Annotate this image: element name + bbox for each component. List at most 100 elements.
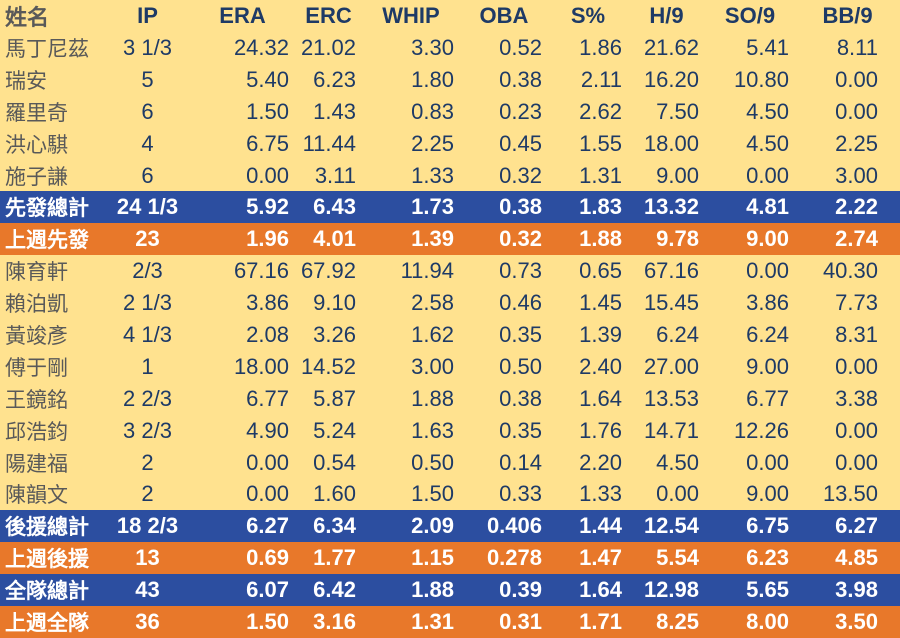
stat-cell-erc: 14.52 — [300, 353, 356, 379]
stat-cell-spct: 2.20 — [579, 449, 622, 475]
stat-cell-era: 6.75 — [246, 130, 289, 156]
name-cell: 瑞安 — [5, 69, 47, 93]
table-row-total: 先發總計 24 1/3 5.92 6.43 1.73 0.38 1.83 13.32 4.81 2… — [0, 191, 900, 224]
stat-cell-ip: 6 — [141, 98, 154, 124]
stat-cell-erc: 5.87 — [313, 385, 356, 411]
stat-cell-whip: 1.80 — [411, 66, 454, 92]
stat-cell-ip: 3 2/3 — [123, 417, 172, 443]
column-header-whip: WHIP — [382, 3, 440, 28]
stat-cell-bb9: 40.30 — [822, 258, 878, 284]
name-cell: 施子謙 — [5, 165, 68, 189]
stat-cell-spct: 1.31 — [579, 162, 622, 188]
stat-cell-erc: 67.92 — [300, 258, 356, 284]
stat-cell-whip: 1.62 — [411, 321, 454, 347]
stat-cell-so9: 6.75 — [746, 513, 789, 539]
stat-cell-oba: 0.32 — [499, 162, 542, 188]
stat-cell-h9: 14.71 — [643, 417, 699, 443]
name-cell: 陳育軒 — [5, 261, 68, 285]
stat-cell-h9: 21.62 — [643, 34, 699, 60]
stat-cell-erc: 1.60 — [313, 481, 356, 507]
stat-cell-erc: 3.16 — [313, 609, 356, 635]
stat-cell-era: 4.90 — [246, 417, 289, 443]
stat-cell-so9: 9.00 — [746, 481, 789, 507]
table-row-total: 全隊總計 43 6.07 6.42 1.88 0.39 1.64 12.98 5.65 3.98 — [0, 574, 900, 607]
stat-cell-era: 18.00 — [233, 353, 289, 379]
stat-cell-h9: 67.16 — [643, 258, 699, 284]
stat-cell-h9: 13.53 — [643, 385, 699, 411]
stat-cell-so9: 10.80 — [733, 66, 789, 92]
stat-cell-spct: 1.86 — [579, 34, 622, 60]
table-row-week: 上週先發 23 1.96 4.01 1.39 0.32 1.88 9.78 9.00 2.74 — [0, 223, 900, 256]
stat-cell-h9: 7.50 — [656, 98, 699, 124]
stat-cell-whip: 1.39 — [411, 226, 454, 252]
stat-cell-ip: 4 1/3 — [123, 321, 172, 347]
stat-cell-era: 67.16 — [233, 258, 289, 284]
name-cell: 洪心騏 — [5, 133, 68, 157]
stat-cell-bb9: 2.25 — [835, 130, 878, 156]
name-cell: 黃竣彥 — [5, 324, 68, 348]
stat-cell-spct: 1.88 — [579, 226, 622, 252]
stat-cell-bb9: 2.22 — [835, 194, 878, 220]
stat-cell-era: 1.96 — [246, 226, 289, 252]
stat-cell-whip: 2.58 — [411, 290, 454, 316]
stat-cell-oba: 0.38 — [499, 385, 542, 411]
stat-cell-ip: 2/3 — [132, 258, 163, 284]
stat-cell-whip: 0.50 — [411, 449, 454, 475]
table-row-total: 後援總計 18 2/3 6.27 6.34 2.09 0.406 1.44 12.54 6.75… — [0, 510, 900, 543]
stat-cell-bb9: 3.50 — [835, 609, 878, 635]
stat-cell-ip: 2 1/3 — [123, 290, 172, 316]
stat-cell-so9: 9.00 — [746, 353, 789, 379]
stat-cell-whip: 1.15 — [411, 545, 454, 571]
stat-cell-whip: 1.33 — [411, 162, 454, 188]
stat-cell-spct: 1.39 — [579, 321, 622, 347]
stat-cell-so9: 5.65 — [746, 577, 789, 603]
stat-cell-era: 24.32 — [233, 34, 289, 60]
stat-cell-bb9: 8.31 — [835, 321, 878, 347]
stat-cell-h9: 4.50 — [656, 449, 699, 475]
stat-cell-era: 0.00 — [246, 162, 289, 188]
stat-cell-ip: 6 — [141, 162, 154, 188]
column-header-era: ERA — [219, 3, 266, 28]
table-row-player: 瑞安 5 5.40 6.23 1.80 0.38 2.11 16.20 10.80 0.00 — [0, 64, 900, 96]
column-header-h9: H/9 — [649, 3, 684, 28]
stat-cell-so9: 8.00 — [746, 609, 789, 635]
stat-cell-oba: 0.35 — [499, 321, 542, 347]
table-row-player: 陳韻文 2 0.00 1.60 1.50 0.33 1.33 0.00 9.00 13.50 — [0, 478, 900, 510]
column-header-oba: OBA — [479, 3, 529, 28]
table-row-player: 邱浩鈞 3 2/3 4.90 5.24 1.63 0.35 1.76 14.71 12.26 0.… — [0, 415, 900, 447]
stat-cell-erc: 6.34 — [313, 513, 356, 539]
table-row-player: 陽建福 2 0.00 0.54 0.50 0.14 2.20 4.50 0.00 0.00 — [0, 447, 900, 479]
stat-cell-spct: 1.64 — [579, 385, 622, 411]
stat-cell-spct: 1.83 — [579, 194, 622, 220]
stat-cell-ip: 2 — [141, 449, 154, 475]
stat-cell-erc: 11.44 — [302, 130, 356, 156]
stat-cell-bb9: 13.50 — [822, 481, 878, 507]
stat-cell-h9: 6.24 — [656, 321, 699, 347]
stat-cell-bb9: 0.00 — [835, 417, 878, 443]
stat-cell-spct: 1.55 — [579, 130, 622, 156]
stat-cell-h9: 8.25 — [656, 609, 699, 635]
stat-cell-spct: 1.47 — [579, 545, 622, 571]
stat-cell-so9: 9.00 — [746, 226, 789, 252]
stat-cell-era: 0.00 — [246, 481, 289, 507]
stat-cell-so9: 4.50 — [746, 130, 789, 156]
name-cell: 陳韻文 — [5, 484, 68, 508]
stat-cell-era: 6.77 — [246, 385, 289, 411]
stat-cell-oba: 0.45 — [499, 130, 542, 156]
stat-cell-ip: 2 2/3 — [123, 385, 172, 411]
stat-cell-bb9: 3.38 — [835, 385, 878, 411]
stat-cell-era: 5.40 — [246, 66, 289, 92]
stat-cell-whip: 1.88 — [411, 385, 454, 411]
stat-cell-so9: 12.26 — [733, 417, 789, 443]
stat-cell-era: 6.27 — [246, 513, 289, 539]
stat-cell-ip: 24 1/3 — [116, 194, 179, 220]
stat-cell-spct: 2.62 — [579, 98, 622, 124]
table-row-week: 上週全隊 36 1.50 3.16 1.31 0.31 1.71 8.25 8.00 3.50 — [0, 606, 900, 638]
stat-cell-bb9: 0.00 — [835, 98, 878, 124]
stat-cell-oba: 0.23 — [499, 98, 542, 124]
stat-cell-spct: 1.76 — [579, 417, 622, 443]
name-cell: 上週後援 — [5, 548, 89, 572]
stat-cell-so9: 6.23 — [746, 545, 789, 571]
column-header-spct: S% — [570, 3, 606, 28]
table-row-player: 馬丁尼茲 3 1/3 24.32 21.02 3.30 0.52 1.86 21.62 5.41… — [0, 32, 900, 64]
